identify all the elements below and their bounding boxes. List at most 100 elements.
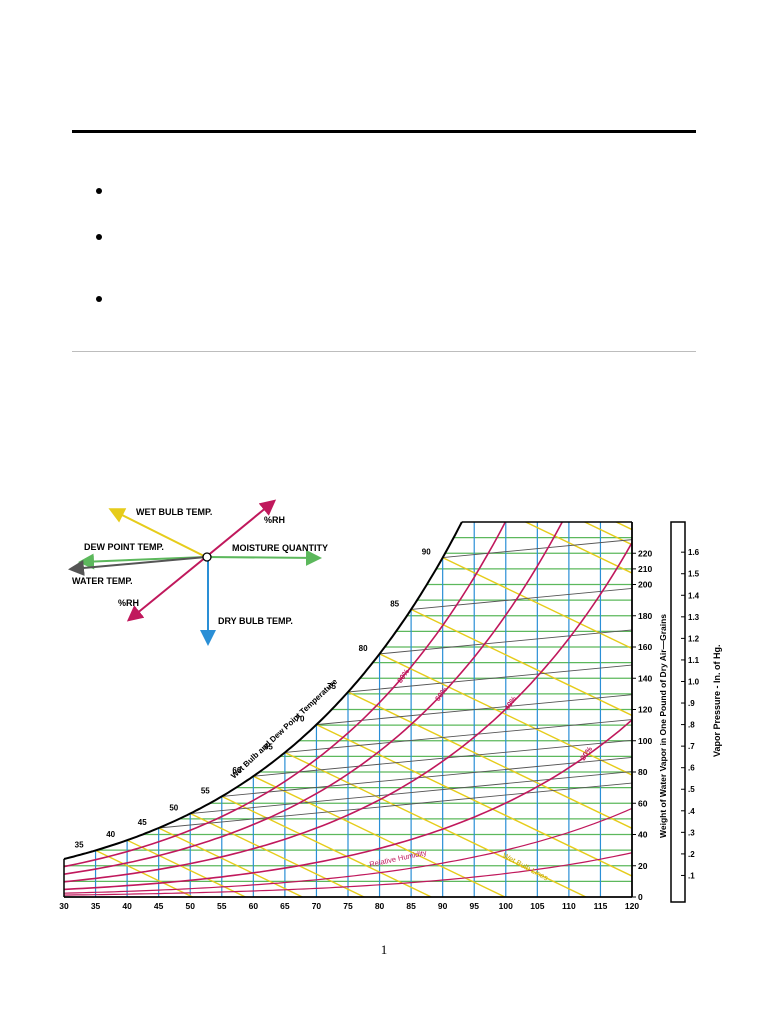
vapor-tick-label: .3 (688, 828, 695, 837)
rh-curve (64, 522, 564, 875)
wet-bulb-line (316, 723, 632, 897)
x-tick-label: 70 (312, 901, 322, 911)
x-tick-label: 105 (530, 901, 544, 911)
bullet-marker (96, 296, 102, 302)
psychrometric-chart: WET BULB TEMP. %RH DEW POINT TEMP. MOIST… (59, 484, 768, 911)
x-tick-label: 110 (562, 901, 576, 911)
water-temp-line (347, 664, 632, 693)
x-tick-label: 120 (625, 901, 639, 911)
wet-bulb-line (158, 827, 559, 897)
legend-rh-down-arrow (126, 556, 207, 622)
saturation-temp-label: 55 (201, 786, 210, 795)
x-tick-label: 30 (59, 901, 69, 911)
legend-moisture-label: MOISTURE QUANTITY (232, 543, 328, 553)
rh-curve (64, 719, 632, 891)
x-tick-label: 45 (154, 901, 164, 911)
saturation-temp-label: 45 (138, 818, 147, 827)
vapor-pressure-scale: .1 .2 .3 .4 .5 .6 .7 .8 .9 1.0 1.1 1.2 1.3 1.4 1.5 1.6 (670, 521, 700, 903)
header-rule (72, 130, 696, 133)
wet-bulb-line (473, 522, 632, 690)
water-temp-line (190, 771, 632, 814)
wet-bulb-line (189, 812, 591, 897)
water-temp-line (284, 719, 632, 753)
x-tick-label: 35 (91, 901, 101, 911)
wet-bulb-line (695, 484, 768, 676)
grain-axis-label: Weight of Water Vapor in One Pound of Dr… (658, 614, 668, 838)
x-tick-label: 95 (469, 901, 479, 911)
wet-bulb-lines-label: Wet Bulb Lines (501, 851, 550, 883)
grain-tick-label: 80 (638, 767, 648, 777)
saturation-temp-label: 90 (422, 548, 431, 557)
wet-bulb-line (221, 795, 623, 897)
water-temp-line (316, 694, 632, 726)
legend-moisture-arrow (205, 549, 322, 566)
x-tick-label: 65 (280, 901, 290, 911)
wet-bulb-line (126, 839, 528, 897)
legend: WET BULB TEMP. %RH DEW POINT TEMP. MOIST… (68, 499, 328, 646)
saturation-temp-label: 70 (296, 715, 305, 724)
legend-dew-point-label: DEW POINT TEMP. (84, 542, 164, 552)
x-tick-label: 80 (375, 901, 385, 911)
vapor-tick-label: 1.2 (688, 634, 700, 643)
wet-bulb-line (284, 751, 632, 897)
vapor-tick-label: 1.4 (688, 591, 700, 600)
saturation-temp-label: 60 (232, 766, 241, 775)
legend-dry-bulb-label: DRY BULB TEMP. (218, 616, 293, 626)
legend-water-temp-arrow (68, 556, 207, 576)
vapor-tick-label: 1.1 (688, 656, 700, 665)
wet-bulb-line (410, 608, 632, 803)
grain-tick-label: 200 (638, 580, 652, 590)
x-tick-label: 85 (406, 901, 416, 911)
saturation-temp-label: 50 (169, 804, 178, 813)
x-tick-label: 55 (217, 901, 227, 911)
water-temp-line (442, 539, 632, 559)
saturation-temp-label: 85 (390, 599, 399, 608)
water-temp-line (253, 739, 632, 777)
x-tick-label: 115 (594, 901, 608, 911)
legend-dew-point-arrow (78, 553, 207, 570)
rh-curve (64, 542, 632, 883)
legend-wet-bulb-label: WET BULB TEMP. (136, 507, 212, 517)
wet-bulb-line (442, 556, 632, 751)
bullet-marker (96, 188, 102, 194)
water-temp-line (221, 757, 632, 797)
water-temp-line (158, 782, 632, 829)
vapor-tick-label: 1.3 (688, 613, 700, 622)
rh-curve (64, 852, 632, 896)
grain-tick-label: 60 (638, 798, 648, 808)
vapor-tick-label: .4 (688, 807, 695, 816)
vapor-tick-label: 1.6 (688, 548, 700, 557)
vapor-tick-label: .1 (688, 871, 695, 880)
vapor-tick-label: .2 (688, 850, 695, 859)
grain-tick-label: 220 (638, 548, 652, 558)
saturation-temp-label: 65 (264, 742, 273, 751)
vapor-tick-label: 1.0 (688, 677, 700, 686)
grain-tick-label: 40 (638, 830, 648, 840)
grain-tick-label: 20 (638, 861, 648, 871)
grain-tick-label: 100 (638, 736, 652, 746)
vapor-tick-label: .5 (688, 785, 695, 794)
x-tick-label: 50 (185, 901, 195, 911)
saturation-temp-label: 80 (359, 644, 368, 653)
bullet-marker (96, 234, 102, 240)
grain-tick-label: 210 (638, 564, 652, 574)
legend-water-temp-label: WATER TEMP. (72, 576, 133, 586)
rh-curve (64, 807, 632, 894)
legend-rh-top-label: %RH (264, 515, 285, 525)
x-tick-label: 100 (499, 901, 513, 911)
rh-curve (64, 522, 507, 868)
legend-wet-bulb-arrow (108, 508, 207, 558)
x-tick-label: 90 (438, 901, 448, 911)
grain-tick-label: 120 (638, 705, 652, 715)
saturation-temp-label: 40 (106, 830, 115, 839)
section-divider (72, 351, 696, 352)
vapor-tick-label: .9 (688, 699, 695, 708)
wet-bulb-line (347, 691, 632, 885)
wet-bulb-line (631, 522, 632, 677)
saturation-temp-label: 75 (327, 682, 336, 691)
grain-tick-label: 0 (638, 892, 643, 902)
vapor-tick-label: .7 (688, 742, 695, 751)
vapor-tick-label: .8 (688, 721, 695, 730)
water-temp-line (379, 629, 632, 655)
x-tick-label: 75 (343, 901, 353, 911)
